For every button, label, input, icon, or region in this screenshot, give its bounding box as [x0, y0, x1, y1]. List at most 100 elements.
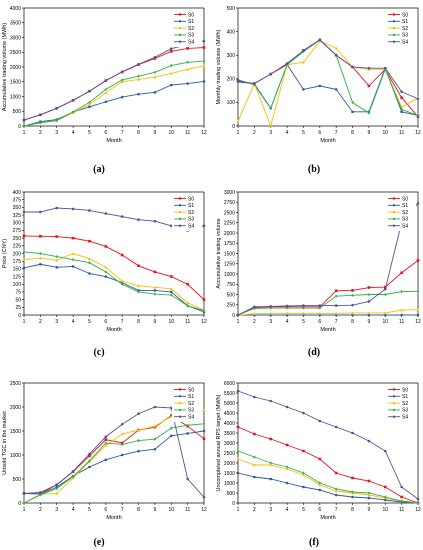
data-point-S0	[318, 457, 322, 461]
y-tick-label: 325	[13, 213, 22, 219]
x-tick-label: 3	[55, 319, 58, 325]
series-line-S1	[23, 81, 205, 127]
y-tick-label: 400	[227, 29, 236, 35]
y-tick-label: 0	[232, 313, 235, 319]
x-axis-label: Month	[106, 327, 121, 333]
data-point-S4	[137, 218, 140, 221]
x-tick-label: 5	[88, 507, 91, 513]
data-point-S4	[253, 305, 256, 309]
y-tick-label: 0	[18, 501, 21, 507]
series-line-S0	[23, 235, 205, 300]
data-point-S2	[55, 258, 59, 262]
y-tick-label: 250	[227, 303, 236, 309]
series-line-S1	[23, 430, 205, 495]
data-point-S1	[137, 449, 140, 453]
legend-marker-S0	[392, 388, 396, 391]
x-tick-label: 7	[121, 130, 124, 136]
data-point-S3	[202, 308, 206, 312]
series-line-S2	[23, 65, 205, 127]
legend-label-S0: S0	[402, 196, 408, 202]
legend-marker-S3	[178, 408, 182, 412]
x-tick-label: 11	[399, 507, 404, 513]
x-tick-label: 4	[72, 130, 75, 136]
data-point-S4	[88, 89, 91, 93]
data-point-S2	[334, 46, 338, 50]
series-line-S0	[237, 426, 419, 504]
x-tick-label: 3	[55, 507, 58, 513]
data-point-S4	[302, 49, 305, 52]
data-point-S4	[55, 206, 59, 210]
series-line-S4	[23, 40, 205, 121]
x-tick-label: 2	[39, 507, 42, 513]
data-point-S4	[351, 65, 354, 69]
data-point-S2	[120, 80, 124, 84]
data-point-S3	[22, 501, 26, 505]
x-tick-label: 12	[415, 319, 421, 325]
data-point-S3	[55, 254, 59, 259]
data-point-S3	[351, 293, 354, 297]
legend-label-S1: S1	[188, 203, 194, 209]
data-point-S1	[71, 265, 75, 268]
x-tick-label: 8	[351, 319, 354, 325]
x-tick-label: 12	[201, 130, 207, 136]
data-point-S2	[253, 463, 256, 467]
series-line-S1	[237, 63, 419, 116]
y-tick-label: 1500	[10, 80, 21, 86]
data-point-S2	[153, 75, 157, 79]
legend-label-S3: S3	[402, 408, 408, 414]
data-point-S0	[367, 84, 371, 88]
data-point-S2	[88, 257, 91, 261]
data-point-S3	[367, 292, 371, 297]
data-point-S1	[334, 88, 338, 91]
data-point-S0	[55, 235, 59, 238]
x-tick-label: 6	[104, 319, 107, 325]
data-point-S0	[400, 96, 403, 99]
data-point-S1	[351, 313, 354, 317]
x-tick-label: 1	[237, 130, 240, 136]
data-point-S2	[302, 311, 305, 315]
y-tick-label: 125	[13, 274, 22, 280]
data-point-S1	[169, 290, 173, 294]
data-point-S3	[39, 493, 42, 497]
y-tick-label: 1000	[224, 272, 235, 278]
legend-marker-S3	[392, 408, 396, 412]
data-point-S1	[137, 92, 140, 96]
data-point-S2	[383, 311, 387, 315]
data-point-S4	[169, 47, 173, 51]
x-tick-label: 1	[237, 507, 240, 513]
series-line-S0	[237, 39, 419, 117]
data-point-S1	[169, 83, 173, 87]
data-point-S2	[120, 279, 124, 283]
x-tick-label: 4	[72, 319, 75, 325]
legend-marker-S4	[392, 40, 396, 43]
data-point-S3	[318, 306, 322, 310]
data-point-S3	[39, 121, 42, 125]
y-tick-label: 1500	[224, 471, 235, 477]
data-point-S2	[236, 119, 240, 123]
data-point-S1	[383, 498, 387, 502]
data-point-S3	[71, 475, 75, 479]
y-axis-label: Unsold TGC in the market	[2, 411, 8, 475]
data-point-S3	[383, 495, 387, 499]
x-axis-label: Month	[320, 138, 335, 144]
data-point-S1	[120, 95, 124, 99]
x-tick-label: 11	[399, 130, 404, 136]
data-point-S4	[71, 207, 75, 211]
data-point-S2	[22, 258, 26, 261]
legend-marker-S0	[178, 13, 182, 16]
panel-label: (c)	[93, 347, 104, 358]
data-point-S4	[253, 395, 256, 399]
data-point-S3	[22, 250, 26, 254]
data-point-S4	[202, 39, 206, 43]
y-axis-label: Monthly trading volume (MWh)	[216, 29, 222, 104]
data-point-S1	[383, 313, 387, 317]
data-point-S3	[334, 294, 338, 298]
data-point-S2	[269, 311, 273, 315]
legend-label-S3: S3	[402, 217, 408, 223]
y-tick-label: 500	[227, 292, 236, 298]
x-tick-label: 7	[335, 507, 338, 513]
data-point-S3	[71, 110, 75, 114]
y-tick-label: 0	[232, 124, 235, 130]
data-point-S3	[400, 107, 403, 112]
data-point-S0	[186, 47, 189, 50]
